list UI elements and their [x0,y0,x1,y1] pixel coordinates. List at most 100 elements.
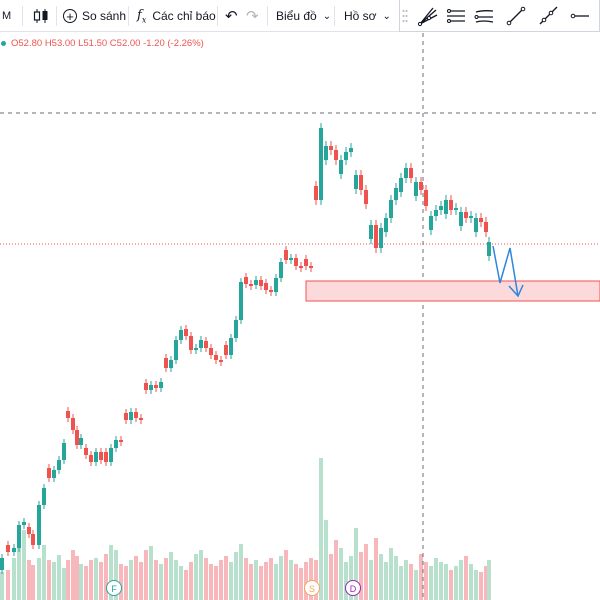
legend-high: H53.00 [44,38,76,49]
candle-body [134,412,138,418]
market-status-dot [1,40,6,46]
candle-body [324,146,328,160]
candle-body [414,182,418,196]
volume-bar [52,562,56,600]
candle-body [89,455,93,462]
trend-line-icon[interactable] [505,5,527,27]
symbol-partial[interactable]: M [2,10,12,22]
volume-bar [314,560,318,600]
candle-body [12,548,16,552]
volume-bar [254,560,258,600]
volume-bar [75,556,79,600]
volume-bar [339,548,343,600]
profile-dropdown[interactable]: Hồ sơ ⌄ [344,0,391,32]
volume-bars [0,458,491,600]
volume-bar [249,564,253,600]
redo-icon[interactable]: ↷ [246,8,259,25]
candle-body [224,345,228,355]
volume-bar [379,554,383,600]
volume-bar [47,560,51,600]
candle-body [184,329,188,336]
candle-body [254,280,258,285]
volume-bar [464,556,468,600]
event-marker-s[interactable]: S [304,580,320,596]
candle-body [314,186,318,200]
volume-bar [389,548,393,600]
candle-body [484,222,488,232]
volume-bar [359,552,363,600]
volume-bar [199,550,203,600]
candle-body [52,470,56,478]
candle-body [139,418,143,420]
indicators-button[interactable]: fx Các chỉ báo [137,0,216,32]
parallel-lines-icon[interactable] [445,5,467,27]
volume-bar [124,566,128,600]
candles-icon[interactable] [33,0,49,32]
chart-type-label: Biểu đồ [276,9,317,23]
volume-bar [0,572,4,600]
volume-bar [487,560,491,600]
pitchfork-icon[interactable] [417,5,439,27]
candle-body [31,534,35,545]
candle-body [99,452,103,460]
candle-body [229,338,233,355]
toolbar-divider [217,6,218,26]
drag-handle-icon[interactable] [402,9,408,23]
candle-body [159,382,163,388]
volume-bar [364,544,368,600]
candle-body [194,348,198,350]
candle-body [454,208,458,210]
volume-bar [129,560,133,600]
volume-bar [274,564,278,600]
volume-bar [57,555,61,600]
volume-bar [259,566,263,600]
volume-bar [284,550,288,600]
volume-bar [149,546,153,600]
volume-bar [17,542,21,600]
support-zone-rectangle[interactable] [305,280,600,302]
candle-body [84,448,88,455]
projection-arrow[interactable] [492,245,524,298]
volume-bar [204,558,208,600]
chart-type-dropdown[interactable]: Biểu đồ ⌄ [276,0,331,32]
candle-body [27,527,31,534]
volume-bar [42,545,46,600]
fib-channel-icon[interactable] [473,5,495,27]
candle-body [474,218,478,232]
ray-icon[interactable] [537,5,559,27]
candle-body [22,522,26,525]
candle-body [17,525,21,548]
compare-label: So sánh [82,9,127,23]
volume-bar [219,560,223,600]
candle-body [204,341,208,348]
compare-button[interactable]: + So sánh [63,0,126,32]
event-marker-f[interactable]: F [106,580,122,596]
candle-body [274,278,278,292]
candle-body [384,218,388,232]
candle-body [409,168,413,178]
volume-bar [344,562,348,600]
horizontal-ray-icon[interactable] [568,5,590,27]
candle-body [42,488,46,505]
event-marker-d[interactable]: D [345,580,361,596]
volume-bar [134,556,138,600]
candle-body [469,216,473,218]
candle-body [419,182,423,190]
volume-bar [119,564,123,600]
volume-bar [159,564,163,600]
candle-body [319,128,323,200]
candle-body [487,242,491,256]
price-chart[interactable] [0,32,600,600]
volume-bar [474,570,478,600]
candle-body [434,210,438,216]
candle-body [379,228,383,248]
candle-body [294,258,298,266]
volume-bar [109,545,113,600]
candles [0,123,491,574]
undo-icon[interactable]: ↶ [225,8,238,25]
volume-bar [269,558,273,600]
volume-bar [349,556,353,600]
candle-body [66,411,70,418]
volume-bar [174,560,178,600]
candle-body [284,250,288,260]
